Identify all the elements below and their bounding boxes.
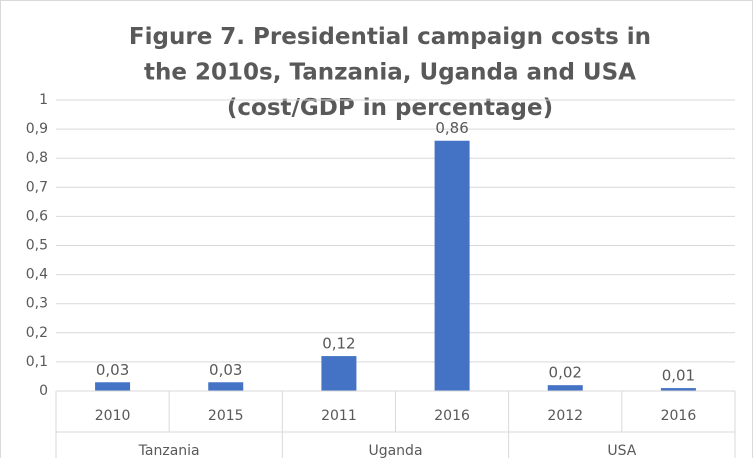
group-label: USA (607, 443, 636, 458)
title-line: Figure 7. Presidential campaign costs in (129, 24, 651, 50)
y-tick-label: 0,5 (26, 238, 48, 254)
x-tick-label: 2011 (321, 408, 357, 424)
x-tick-label: 2010 (95, 408, 131, 424)
chart-title: Figure 7. Presidential campaign costs in… (129, 24, 651, 121)
bar (95, 382, 131, 391)
y-tick-label: 0 (39, 383, 48, 399)
y-tick-label: 0,8 (26, 150, 48, 166)
data-label: 0,86 (435, 119, 468, 137)
y-tick-label: 0,7 (26, 179, 48, 195)
group-label: Uganda (368, 443, 422, 458)
x-tick-label: 2015 (208, 408, 244, 424)
y-tick-label: 0,4 (26, 267, 48, 283)
y-tick-label: 1 (39, 92, 48, 108)
data-label: 0,03 (96, 361, 129, 379)
bar (208, 382, 244, 391)
x-tick-label: 2016 (661, 408, 697, 424)
bar (321, 356, 357, 391)
y-tick-label: 0,2 (26, 325, 48, 341)
group-label: Tanzania (138, 443, 200, 458)
bar (660, 388, 696, 391)
y-tick-label: 0,9 (26, 121, 48, 137)
data-label: 0,01 (662, 367, 695, 385)
bar (434, 140, 470, 391)
y-tick-label: 0,3 (26, 296, 48, 312)
data-label: 0,12 (322, 335, 355, 353)
data-label: 0,03 (209, 361, 242, 379)
y-tick-label: 0,1 (26, 354, 48, 370)
x-tick-label: 2016 (434, 408, 470, 424)
data-label: 0,02 (549, 364, 582, 382)
title-line: the 2010s, Tanzania, Uganda and USA (144, 59, 636, 85)
bar (547, 385, 583, 391)
title-line: (cost/GDP in percentage) (227, 95, 553, 121)
y-tick-label: 0,6 (26, 208, 48, 224)
x-tick-label: 2012 (547, 408, 583, 424)
